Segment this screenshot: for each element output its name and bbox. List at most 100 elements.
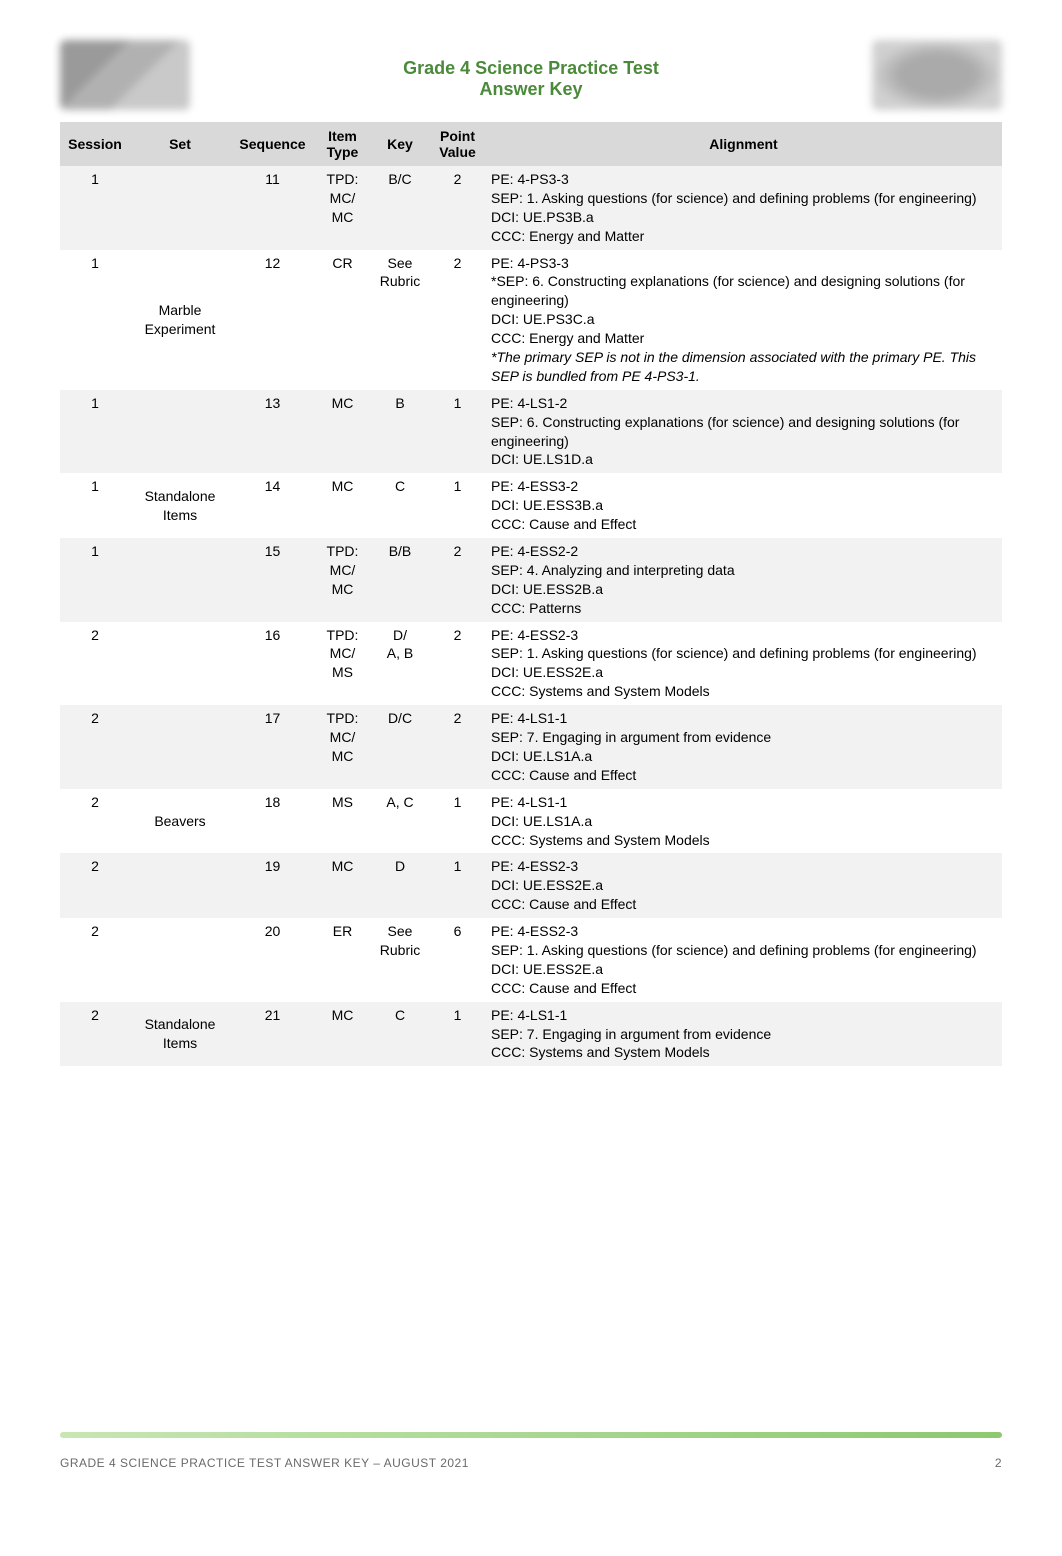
cell-alignment: PE: 4-ESS2-3SEP: 1. Asking questions (fo… — [485, 918, 1002, 1002]
cell-itemtype: MC — [315, 853, 370, 918]
cell-alignment: PE: 4-ESS3-2DCI: UE.ESS3B.aCCC: Cause an… — [485, 473, 1002, 538]
cell-key: D/A, B — [370, 622, 430, 706]
answer-key-table: Session Set Sequence Item Type Key Point… — [60, 122, 1002, 1066]
logo-right — [872, 40, 1002, 110]
cell-alignment: PE: 4-ESS2-3SEP: 1. Asking questions (fo… — [485, 622, 1002, 706]
col-key: Key — [370, 122, 430, 166]
cell-alignment: PE: 4-LS1-2SEP: 6. Constructing explanat… — [485, 390, 1002, 474]
col-align: Alignment — [485, 122, 1002, 166]
cell-itemtype: MS — [315, 789, 370, 854]
cell-sequence: 13 — [230, 390, 315, 474]
cell-point: 2 — [430, 622, 485, 706]
cell-sequence: 14 — [230, 473, 315, 538]
cell-sequence: 19 — [230, 853, 315, 918]
cell-alignment: PE: 4-PS3-3*SEP: 6. Constructing explana… — [485, 250, 1002, 390]
cell-session: 1 — [60, 390, 130, 474]
cell-itemtype: TPD:MC/MC — [315, 705, 370, 789]
cell-set — [130, 166, 230, 250]
cell-itemtype: TPD:MC/MS — [315, 622, 370, 706]
cell-key: See Rubric — [370, 918, 430, 1002]
cell-itemtype: TPD:MC/MC — [315, 538, 370, 622]
table-row: 1Standalone Items14MCC1PE: 4-ESS3-2DCI: … — [60, 473, 1002, 538]
cell-itemtype: CR — [315, 250, 370, 390]
cell-key: B/C — [370, 166, 430, 250]
cell-sequence: 12 — [230, 250, 315, 390]
cell-point: 1 — [430, 789, 485, 854]
col-set: Set — [130, 122, 230, 166]
col-point: Point Value — [430, 122, 485, 166]
footer-text: GRADE 4 SCIENCE PRACTICE TEST ANSWER KEY… — [60, 1456, 1002, 1470]
cell-itemtype: MC — [315, 1002, 370, 1067]
cell-session: 2 — [60, 705, 130, 789]
cell-point: 1 — [430, 473, 485, 538]
cell-key: See Rubric — [370, 250, 430, 390]
table-row: 2 20ERSee Rubric6PE: 4-ESS2-3SEP: 1. Aski… — [60, 918, 1002, 1002]
cell-session: 2 — [60, 789, 130, 854]
table-row: 1Marble Experiment12CRSee Rubric2PE: 4-P… — [60, 250, 1002, 390]
cell-session: 2 — [60, 1002, 130, 1067]
cell-key: B — [370, 390, 430, 474]
cell-alignment: PE: 4-LS1-1SEP: 7. Engaging in argument … — [485, 1002, 1002, 1067]
cell-set: Standalone Items — [130, 1002, 230, 1067]
footer-right: 2 — [995, 1456, 1002, 1470]
cell-sequence: 11 — [230, 166, 315, 250]
cell-session: 1 — [60, 250, 130, 390]
cell-point: 2 — [430, 250, 485, 390]
cell-session: 2 — [60, 918, 130, 1002]
table-head: Session Set Sequence Item Type Key Point… — [60, 122, 1002, 166]
cell-set — [130, 622, 230, 706]
title-block: Grade 4 Science Practice Test Answer Key — [190, 40, 872, 100]
cell-key: A, C — [370, 789, 430, 854]
cell-set: Beavers — [130, 789, 230, 854]
title-line1: Grade 4 Science Practice Test — [190, 58, 872, 79]
cell-alignment: PE: 4-ESS2-2SEP: 4. Analyzing and interp… — [485, 538, 1002, 622]
cell-session: 1 — [60, 538, 130, 622]
footer-left: GRADE 4 SCIENCE PRACTICE TEST ANSWER KEY… — [60, 1456, 469, 1470]
cell-key: C — [370, 1002, 430, 1067]
cell-set — [130, 705, 230, 789]
table-row: 113MCB1PE: 4-LS1-2SEP: 6. Constructing e… — [60, 390, 1002, 474]
cell-point: 1 — [430, 390, 485, 474]
cell-set: Standalone Items — [130, 473, 230, 538]
footer-rule — [60, 1432, 1002, 1438]
cell-alignment: PE: 4-LS1-1DCI: UE.LS1A.aCCC: Systems an… — [485, 789, 1002, 854]
cell-point: 2 — [430, 538, 485, 622]
cell-alignment: PE: 4-ESS2-3DCI: UE.ESS2E.aCCC: Cause an… — [485, 853, 1002, 918]
table-row: 216TPD:MC/MSD/A, B2PE: 4-ESS2-3SEP: 1. A… — [60, 622, 1002, 706]
cell-point: 1 — [430, 1002, 485, 1067]
header: Grade 4 Science Practice Test Answer Key — [60, 40, 1002, 110]
cell-set — [130, 538, 230, 622]
cell-set — [130, 390, 230, 474]
cell-itemtype: MC — [315, 390, 370, 474]
cell-sequence: 20 — [230, 918, 315, 1002]
cell-point: 6 — [430, 918, 485, 1002]
col-sequence: Sequence — [230, 122, 315, 166]
cell-itemtype: MC — [315, 473, 370, 538]
title-line2: Answer Key — [190, 79, 872, 100]
col-session: Session — [60, 122, 130, 166]
cell-sequence: 16 — [230, 622, 315, 706]
cell-sequence: 15 — [230, 538, 315, 622]
cell-sequence: 17 — [230, 705, 315, 789]
cell-sequence: 21 — [230, 1002, 315, 1067]
table-row: 2Standalone Items21MCC1PE: 4-LS1-1SEP: 7… — [60, 1002, 1002, 1067]
cell-itemtype: ER — [315, 918, 370, 1002]
cell-key: B/B — [370, 538, 430, 622]
cell-sequence: 18 — [230, 789, 315, 854]
cell-set — [130, 918, 230, 1002]
cell-session: 2 — [60, 622, 130, 706]
table-body: 111TPD:MC/MCB/C2PE: 4-PS3-3SEP: 1. Askin… — [60, 166, 1002, 1066]
table-row: 219MCD1PE: 4-ESS2-3DCI: UE.ESS2E.aCCC: C… — [60, 853, 1002, 918]
cell-alignment: PE: 4-LS1-1SEP: 7. Engaging in argument … — [485, 705, 1002, 789]
table-row: 2Beavers18MSA, C1PE: 4-LS1-1DCI: UE.LS1A… — [60, 789, 1002, 854]
page: Grade 4 Science Practice Test Answer Key… — [0, 0, 1062, 1500]
cell-point: 2 — [430, 705, 485, 789]
cell-set — [130, 853, 230, 918]
cell-session: 1 — [60, 166, 130, 250]
cell-itemtype: TPD:MC/MC — [315, 166, 370, 250]
cell-alignment: PE: 4-PS3-3SEP: 1. Asking questions (for… — [485, 166, 1002, 250]
cell-key: C — [370, 473, 430, 538]
col-itemtype: Item Type — [315, 122, 370, 166]
table-row: 1 15TPD:MC/MCB/B2PE: 4-ESS2-2SEP: 4. Anal… — [60, 538, 1002, 622]
table-row: 111TPD:MC/MCB/C2PE: 4-PS3-3SEP: 1. Askin… — [60, 166, 1002, 250]
